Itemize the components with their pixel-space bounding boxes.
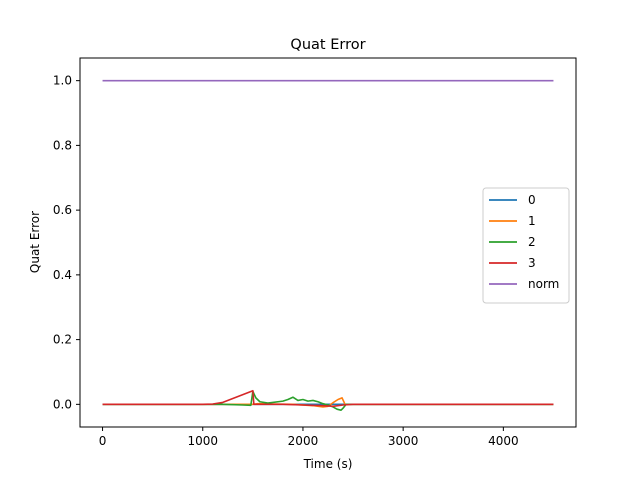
y-tick-label: 0.0	[53, 397, 72, 411]
y-tick-label: 0.8	[53, 138, 72, 152]
axes-frame	[79, 57, 577, 428]
y-tick-label: 0.4	[53, 268, 72, 282]
series-line-3	[102, 389, 554, 408]
legend-label: 3	[528, 256, 536, 270]
legend-label: 1	[528, 214, 536, 228]
x-tick-label: 2000	[288, 434, 319, 448]
x-axis: 0 1000 2000 3000 4000	[99, 427, 519, 448]
x-tick-label: 3000	[388, 434, 419, 448]
y-tick-label: 1.0	[53, 74, 72, 88]
legend-box	[482, 187, 570, 304]
x-axis-label: Time (s)	[303, 457, 353, 471]
y-axis: 0.0 0.2 0.4 0.6 0.8 1.0	[53, 74, 80, 411]
legend-label: norm	[528, 277, 559, 291]
series-line-2	[102, 390, 554, 411]
y-tick-label: 0.6	[53, 203, 72, 217]
legend: 0 1 2 3 norm	[482, 187, 570, 304]
plot-area	[102, 79, 554, 411]
legend-label: 2	[528, 235, 536, 249]
legend-label: 0	[528, 193, 536, 207]
x-tick-label: 0	[99, 434, 107, 448]
y-axis-label: Quat Error	[28, 211, 42, 273]
chart-title: Quat Error	[290, 37, 365, 53]
x-tick-label: 1000	[187, 434, 218, 448]
y-tick-label: 0.2	[53, 333, 72, 347]
x-tick-label: 4000	[488, 434, 519, 448]
